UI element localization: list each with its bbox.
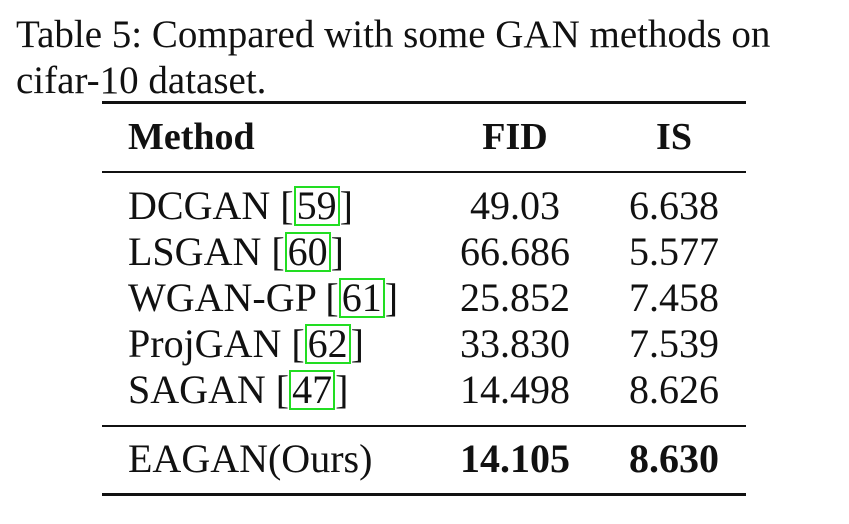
caption-line-2: cifar-10 dataset. — [16, 59, 267, 102]
table-caption: Table 5: Compared with some GAN methods … — [16, 12, 841, 104]
caption-line-1: Table 5: Compared with some GAN methods … — [16, 13, 771, 56]
method-name: SAGAN — [128, 367, 266, 412]
header-fid: FID — [482, 116, 548, 158]
ours-is-value: 8.630 — [629, 436, 719, 481]
table-row-method: LSGAN [60] — [128, 229, 344, 274]
is-value: 7.458 — [629, 275, 719, 320]
citation-link[interactable]: 61 — [338, 278, 385, 318]
fid-value: 33.830 — [460, 321, 570, 366]
ours-rule — [102, 425, 746, 427]
is-value: 7.539 — [629, 321, 719, 366]
table-row-method: ProjGAN [62] — [128, 321, 364, 366]
table-row-method: SAGAN [47] — [128, 367, 349, 412]
is-value: 6.638 — [629, 183, 719, 228]
method-name: WGAN-GP — [128, 275, 316, 320]
header-method: Method — [128, 116, 255, 158]
citation-link[interactable]: 60 — [284, 232, 331, 272]
fid-value: 66.686 — [460, 229, 570, 274]
ours-fid-value: 14.105 — [460, 436, 570, 481]
top-rule — [102, 101, 746, 104]
fid-value: 25.852 — [460, 275, 570, 320]
table-row-method: WGAN-GP [61] — [128, 275, 399, 320]
is-value: 5.577 — [629, 229, 719, 274]
is-value: 8.626 — [629, 367, 719, 412]
bottom-rule — [102, 493, 746, 496]
citation-link[interactable]: 47 — [289, 370, 336, 410]
fid-value: 49.03 — [470, 183, 560, 228]
header-rule — [102, 171, 746, 173]
method-name: DCGAN — [128, 183, 271, 228]
method-name: ProjGAN — [128, 321, 282, 366]
table-row-method: DCGAN [59] — [128, 183, 353, 228]
citation-link[interactable]: 59 — [293, 186, 340, 226]
citation-link[interactable]: 62 — [304, 324, 351, 364]
header-is: IS — [656, 116, 692, 158]
ours-method: EAGAN(Ours) — [128, 436, 373, 481]
fid-value: 14.498 — [460, 367, 570, 412]
method-name: LSGAN — [128, 229, 262, 274]
